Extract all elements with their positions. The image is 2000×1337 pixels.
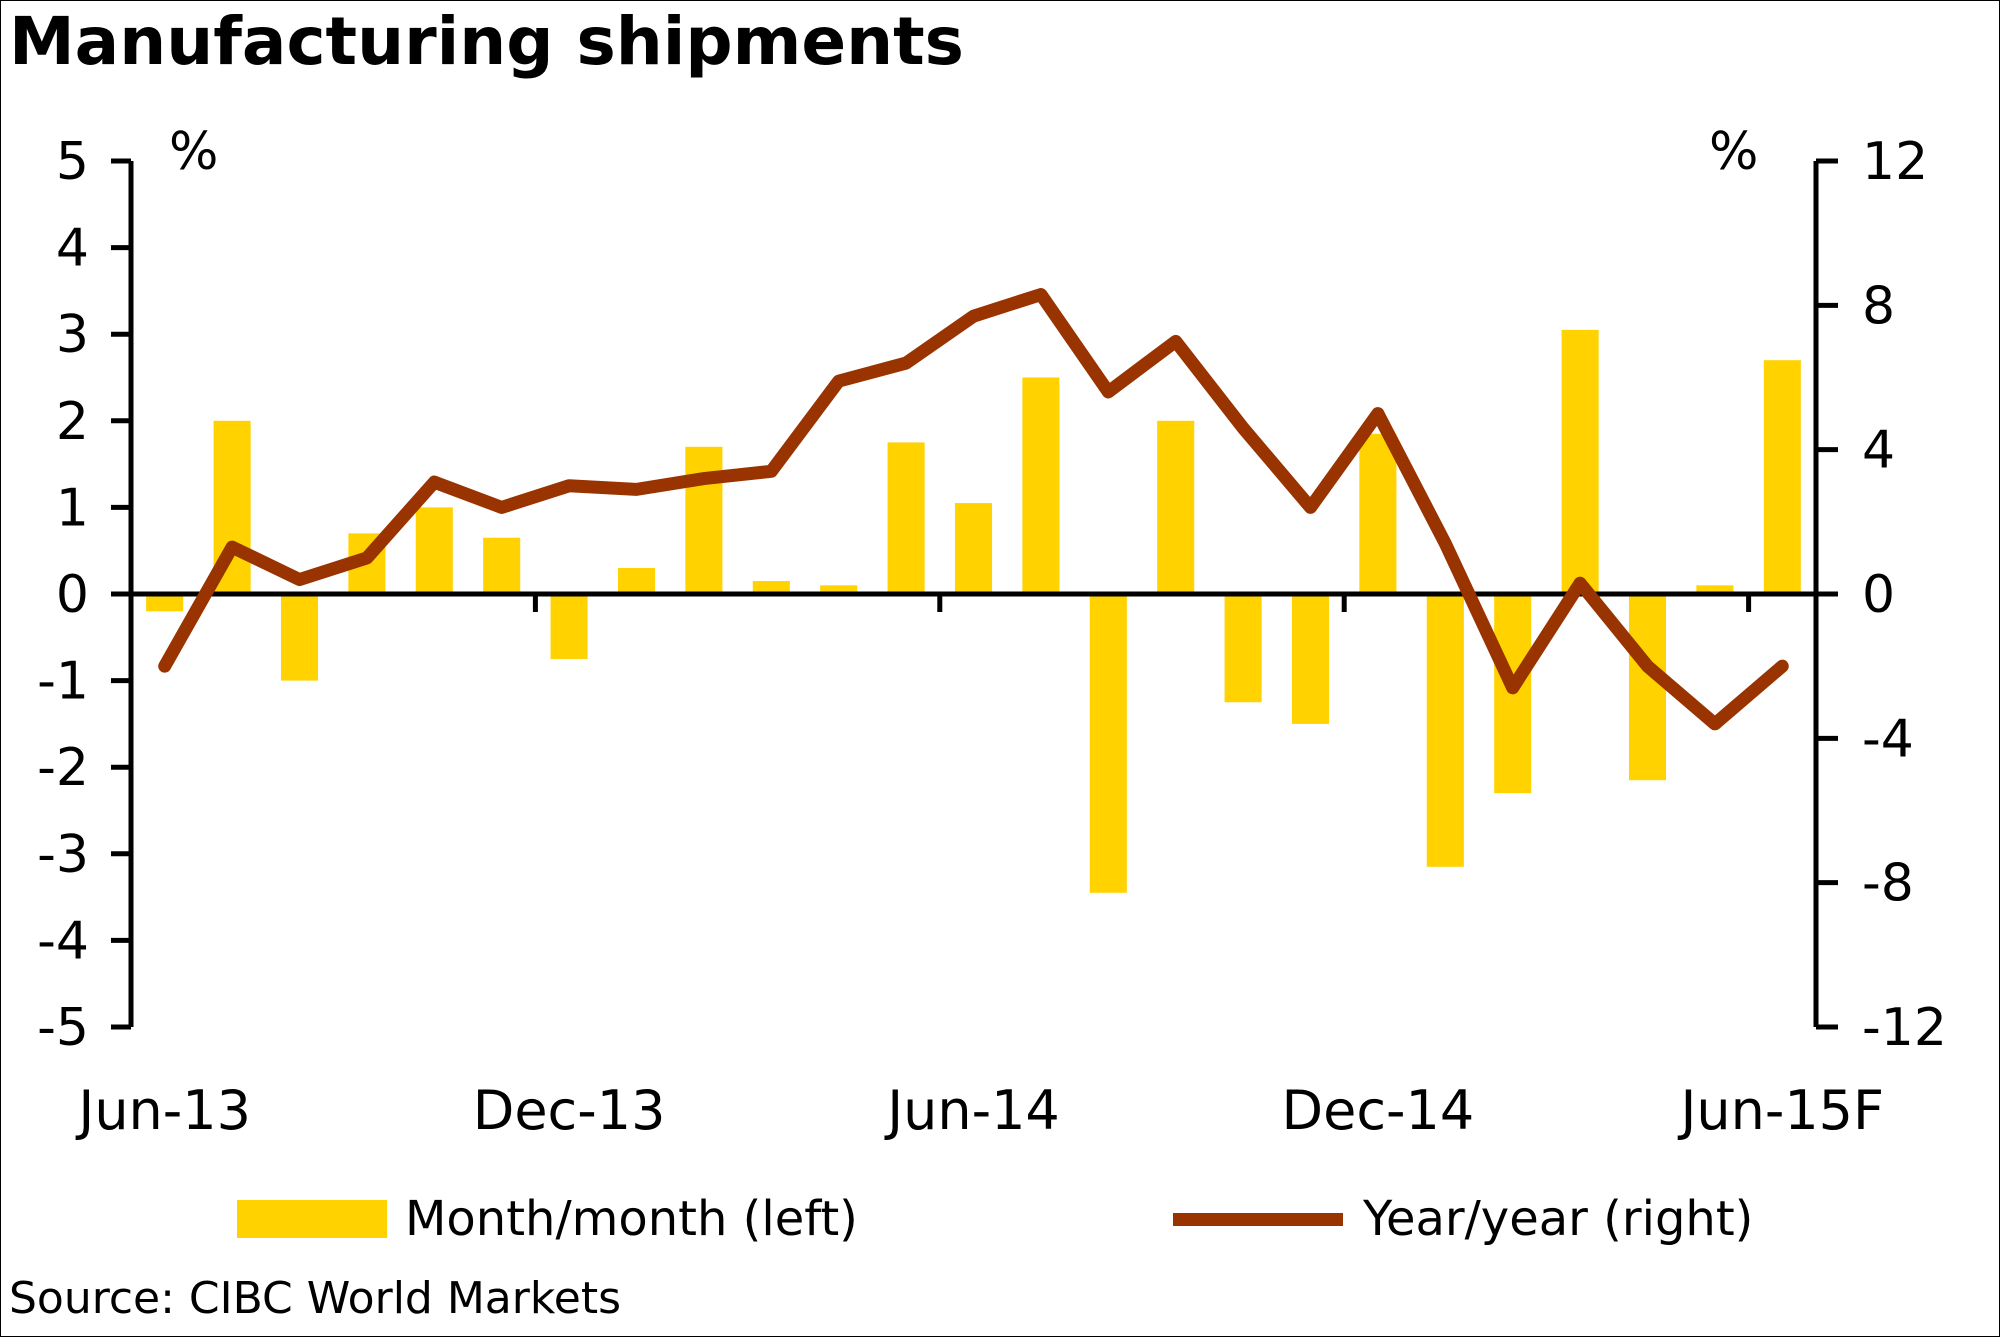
right-tick-label: 12 — [1862, 132, 1928, 192]
bar-dec-14 — [1359, 433, 1397, 594]
left-tick-label: -1 — [37, 652, 89, 712]
bar-jan-14 — [617, 568, 656, 594]
x-tick-label: Dec-13 — [473, 1079, 666, 1142]
bar-feb-14 — [685, 446, 723, 594]
legend-swatch-bar — [237, 1200, 387, 1238]
left-tick-label: 2 — [56, 392, 89, 452]
right-tick-label: 0 — [1862, 565, 1895, 625]
left-tick-label: 5 — [56, 132, 89, 192]
left-tick-label: -3 — [37, 825, 89, 885]
bar-sep-14 — [1157, 420, 1195, 594]
bar-jun-13 — [146, 594, 184, 612]
legend-item-month-month: Month/month (left) — [237, 1191, 858, 1247]
left-tick-label: -5 — [37, 998, 89, 1058]
bar-jun-15f — [1763, 360, 1801, 594]
x-tick-label: Jun-14 — [884, 1079, 1060, 1142]
right-tick-label: -12 — [1862, 998, 1947, 1058]
bar-jan-15 — [1426, 594, 1464, 867]
bar-aug-13 — [280, 594, 319, 681]
bar-oct-13 — [415, 507, 453, 594]
x-tick-label: Dec-14 — [1282, 1079, 1475, 1142]
right-tick-label: 8 — [1862, 276, 1895, 336]
legend-item-year-year: Year/year (right) — [1173, 1191, 1753, 1247]
left-tick-label: 3 — [56, 305, 89, 365]
legend-label-year-year: Year/year (right) — [1363, 1191, 1754, 1247]
left-tick-label: -2 — [37, 738, 89, 798]
bar-mar-15 — [1561, 329, 1599, 594]
bar-dec-13 — [550, 594, 588, 659]
bar-aug-14 — [1089, 594, 1127, 893]
bar-may-14 — [887, 442, 925, 594]
bar-nov-13 — [483, 537, 521, 594]
x-tick-label: Jun-13 — [75, 1079, 251, 1142]
left-tick-label: -4 — [37, 911, 89, 971]
bar-jun-14 — [954, 503, 993, 594]
left-axis-unit: % — [169, 122, 218, 182]
right-axis-unit: % — [1709, 122, 1758, 182]
bar-may-15 — [1696, 585, 1734, 594]
bar-apr-15 — [1628, 594, 1667, 781]
legend-label-month-month: Month/month (left) — [405, 1191, 858, 1247]
left-tick-label: 0 — [56, 565, 89, 625]
legend-swatch-line — [1173, 1212, 1343, 1226]
bar-mar-14 — [752, 581, 790, 594]
legend: Month/month (left) Year/year (right) — [1, 1191, 1999, 1261]
left-tick-label: 4 — [56, 219, 89, 279]
right-tick-label: -8 — [1862, 854, 1914, 914]
bar-jul-14 — [1022, 377, 1060, 594]
bar-apr-14 — [820, 585, 858, 594]
chart-title: Manufacturing shipments — [9, 3, 964, 80]
right-tick-label: -4 — [1862, 709, 1914, 769]
x-tick-label: Jun-15F — [1677, 1079, 1884, 1142]
bar-oct-14 — [1224, 594, 1262, 703]
right-tick-label: 4 — [1862, 421, 1895, 481]
bar-nov-14 — [1291, 594, 1330, 724]
source-note: Source: CIBC World Markets — [9, 1273, 622, 1324]
left-tick-label: 1 — [56, 478, 89, 538]
